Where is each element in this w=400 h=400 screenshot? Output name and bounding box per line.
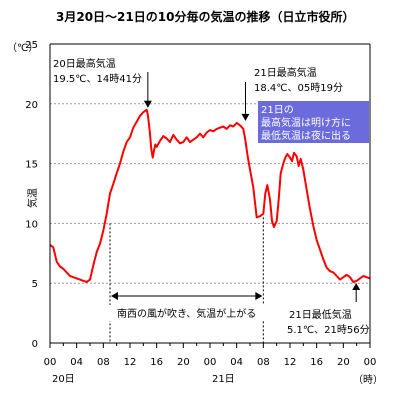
x-tick-label: 08 <box>97 357 110 368</box>
x-tick-label: 08 <box>257 357 270 368</box>
x-tick-label: 00 <box>204 357 217 368</box>
annotation-max20-arrowhead <box>143 100 152 108</box>
series-line-0 <box>49 108 371 283</box>
x-unit-label: （時） <box>353 374 383 386</box>
y-tick-label: 5 <box>32 279 38 290</box>
y-axis-label: 気温 <box>26 188 39 208</box>
note-box <box>258 101 369 143</box>
axes <box>49 43 371 348</box>
x-tick-label: 16 <box>310 357 323 368</box>
annotation-min21-title: 21日最低気温 <box>289 308 352 321</box>
x-tick-label: 20 <box>177 357 190 368</box>
span-arrow-head-left <box>111 292 118 300</box>
x-tick-label: 04 <box>230 357 243 368</box>
note-box-line: 21日の <box>261 105 294 116</box>
guide-lines <box>109 217 264 343</box>
day-label: 20日 <box>52 374 75 385</box>
annotation-min21-arrowhead <box>352 283 361 291</box>
annotation-max21-arrowhead <box>241 113 250 121</box>
annotations: 南西の風が吹き、気温が上がる 20日最高気温 19.5℃、14時41分 21日最高気温… <box>53 57 370 336</box>
span-label-bg <box>104 305 269 321</box>
y-tick-label: 15 <box>25 160 38 171</box>
x-tick-label: 04 <box>70 357 83 368</box>
annotation-min21-value: 5.1℃、21時56分 <box>287 324 370 336</box>
y-tick-label: 25 <box>25 40 38 51</box>
x-tick-label: 00 <box>364 357 377 368</box>
chart-title: 3月20日～21日の10分毎の気温の推移（日立市役所） <box>56 9 354 24</box>
tick-labels: 0 5 10 15 20 25 00 04 08 12 16 20 00 04 08 12 16 20 00 20日 2… <box>25 40 376 385</box>
x-tick-label: 12 <box>124 357 137 368</box>
annotation-max21-title: 21日最高気温 <box>254 66 317 79</box>
y-tick-label: 20 <box>25 100 38 111</box>
note-box-line: 最低気温は夜に出る <box>261 129 351 142</box>
x-tick-label: 00 <box>44 357 57 368</box>
span-label: 南西の風が吹き、気温が上がる <box>117 307 256 320</box>
y-tick-label: 10 <box>25 219 38 230</box>
span-arrow-head-right <box>255 292 263 300</box>
day-label: 21日 <box>212 374 235 385</box>
annotation-max21-value: 18.4℃、05時19分 <box>254 82 343 94</box>
note-box-line: 最高気温は明け方に <box>261 116 351 129</box>
annotation-max20-value: 19.5℃、14時41分 <box>53 73 142 85</box>
y-unit-label: （℃） <box>7 42 38 54</box>
x-tick-label: 12 <box>284 357 297 368</box>
series-layer <box>49 108 371 283</box>
y-tick-label: 0 <box>32 339 38 350</box>
annotation-max20-title: 20日最高気温 <box>53 57 116 70</box>
x-tick-label: 16 <box>150 357 163 368</box>
x-tick-label: 20 <box>337 357 350 368</box>
